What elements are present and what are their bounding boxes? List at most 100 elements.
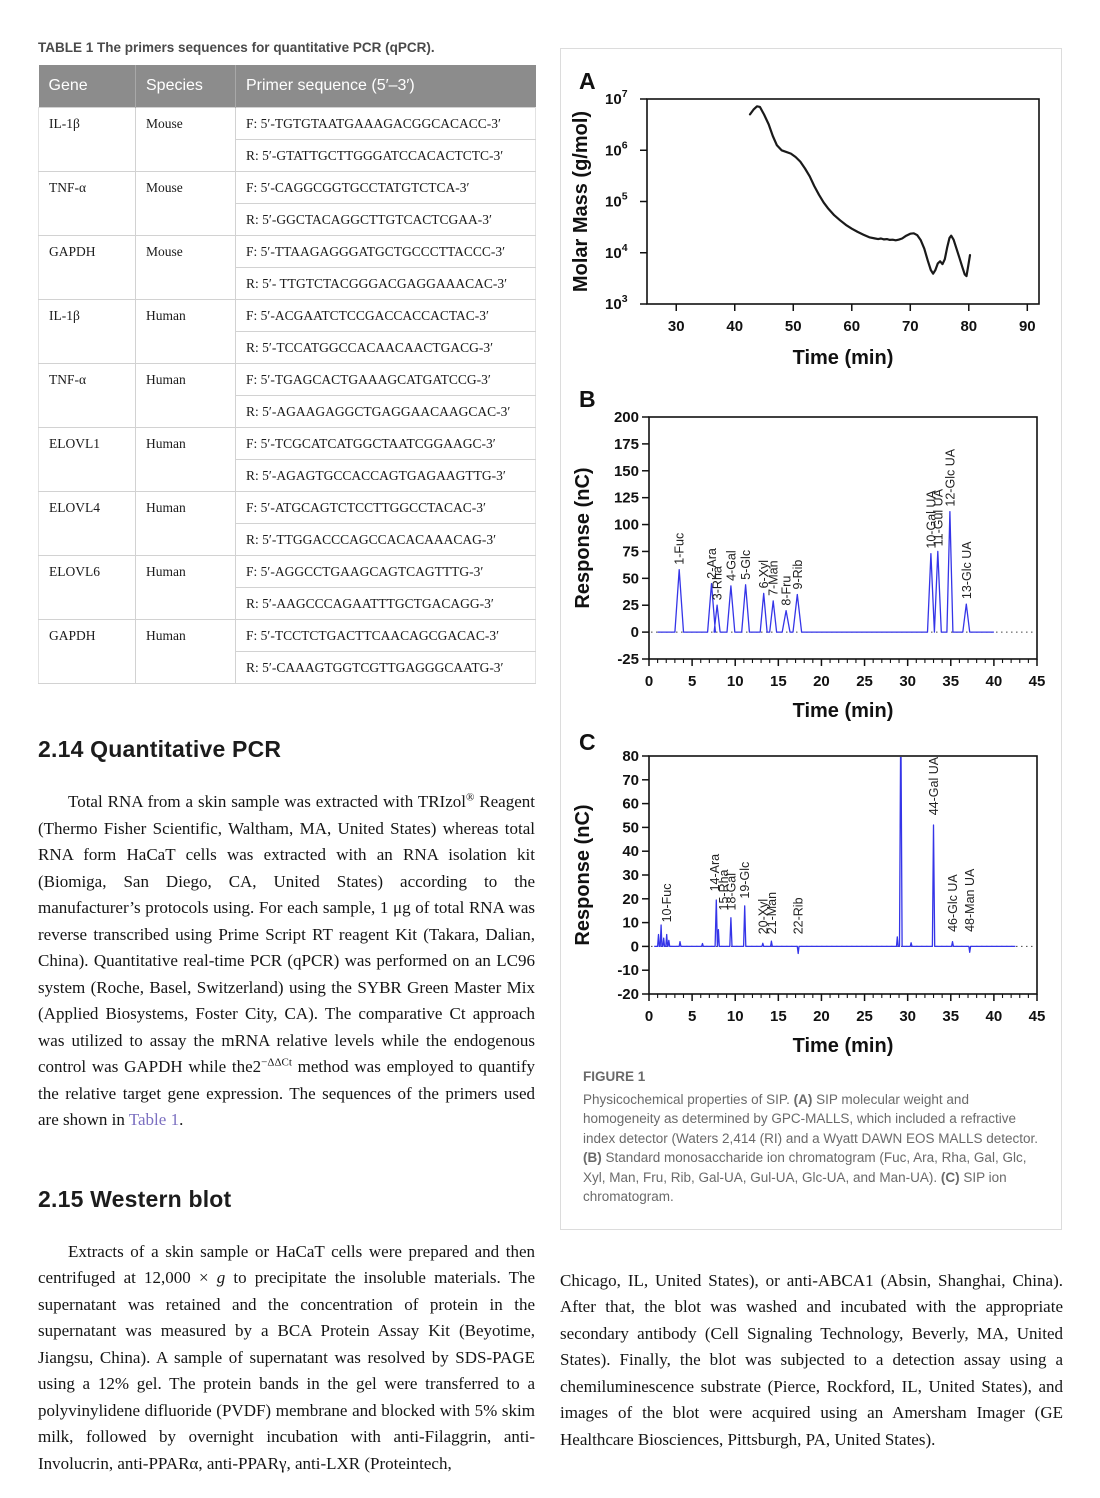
text-run: SIP ion chromatogram. xyxy=(583,1169,1007,1205)
text-run: method was employed to quantify the rela… xyxy=(38,1057,535,1129)
primer-forward: F: 5′-TCCTCTGACTTCAACAGCGACAC-3′ xyxy=(235,619,536,652)
svg-text:150: 150 xyxy=(614,463,639,480)
svg-text:10: 10 xyxy=(727,673,744,690)
svg-text:25: 25 xyxy=(622,597,639,614)
svg-text:20: 20 xyxy=(813,673,830,690)
svg-text:8-Fru: 8-Fru xyxy=(780,576,794,606)
svg-text:5: 5 xyxy=(688,673,696,690)
svg-text:30: 30 xyxy=(899,1008,916,1025)
svg-text:40: 40 xyxy=(986,1008,1003,1025)
species-cell: Human xyxy=(135,555,236,620)
svg-text:12-Glc UA: 12-Glc UA xyxy=(943,448,957,506)
table-row: ELOVL6 Human F: 5′-AGGCCTGAAGCAGTCAGTTTG-3… xyxy=(38,555,536,620)
gene-cell: GAPDH xyxy=(38,619,136,684)
svg-text:50: 50 xyxy=(622,819,639,836)
table-1-link[interactable]: Table 1 xyxy=(128,1110,180,1129)
table-row: IL-1β Mouse F: 5′-TGTGTAATGAAAGACGGCACACC-… xyxy=(38,107,536,172)
svg-text:0: 0 xyxy=(645,673,653,690)
svg-text:10-Fuc: 10-Fuc xyxy=(660,883,674,922)
svg-text:6-Xyl: 6-Xyl xyxy=(757,560,771,588)
right-column: 30 40 50 60 70 80 90 Time (min) Molar Mass (g/mo… xyxy=(560,48,1063,1453)
chart-c-sip-ion-chromatogram: 0 5 10 15 20 25 30 35 40 45 Time (min) Response (nC… xyxy=(572,729,1045,1057)
primer-forward: F: 5′-TCGCATCATGGCTAATCGGAAGC-3′ xyxy=(235,427,536,460)
table-row: GAPDH Human F: 5′-TCCTCTGACTTCAACAGCGACAC-… xyxy=(38,619,536,684)
species-cell: Mouse xyxy=(135,107,236,172)
gene-cell: ELOVL1 xyxy=(38,427,136,492)
svg-text:20: 20 xyxy=(622,891,639,908)
primer-reverse: R: 5′-CAAAGTGGTCGTTGAGGGCAATG-3′ xyxy=(235,651,536,684)
svg-text:-25: -25 xyxy=(617,651,639,668)
svg-text:21-Man: 21-Man xyxy=(765,892,779,934)
table-row: ELOVL4 Human F: 5′-ATGCAGTCTCCTTGGCCTACAC-… xyxy=(38,491,536,556)
figure-caption-text: Physicochemical properties of SIP. (A) S… xyxy=(583,1090,1039,1207)
svg-text:75: 75 xyxy=(622,543,639,560)
svg-text:2-Ara: 2-Ara xyxy=(705,548,719,579)
svg-text:Response (nC): Response (nC) xyxy=(572,804,594,945)
chart-b-standard-monosaccharide-chromatogram: 0 5 10 15 20 25 30 35 40 45 Time (min) Response (nC… xyxy=(572,386,1046,722)
svg-text:45: 45 xyxy=(1029,673,1046,690)
svg-text:0: 0 xyxy=(631,624,639,641)
svg-text:103: 103 xyxy=(605,293,628,313)
text-run: Total RNA from a skin sample was extract… xyxy=(68,792,466,811)
text-run: Chicago, IL, United States), or anti-ABC… xyxy=(560,1270,1063,1449)
svg-text:200: 200 xyxy=(614,409,639,426)
section-heading-2-15: 2.15 Western blot xyxy=(38,1185,232,1212)
svg-text:106: 106 xyxy=(605,139,628,159)
registered-superscript: ® xyxy=(466,791,475,804)
species-cell: Mouse xyxy=(135,235,236,300)
svg-text:25: 25 xyxy=(856,1008,873,1025)
paragraph-2-15-right: Chicago, IL, United States), or anti-ABC… xyxy=(560,1268,1063,1454)
table-row: ELOVL1 Human F: 5′-TCGCATCATGGCTAATCGGAAGC… xyxy=(38,427,536,492)
svg-text:15: 15 xyxy=(770,1008,787,1025)
panel-c-ref: (C) xyxy=(940,1169,960,1185)
table-row: R: 5′-AAGCCCAGAATTTGCTGACAGG-3′ xyxy=(39,587,536,620)
svg-text:105: 105 xyxy=(605,191,628,211)
paragraph-2-14: Total RNA from a skin sample was extract… xyxy=(38,789,535,1134)
gene-cell: TNF-α xyxy=(38,363,136,428)
svg-text:80: 80 xyxy=(622,748,639,765)
table-row: GAPDH Mouse F: 5′-TTAAGAGGGATGCTGCCCTTACCC… xyxy=(38,235,536,300)
svg-text:14-Ara: 14-Ara xyxy=(708,854,722,892)
svg-text:11-Gul UA: 11-Gul UA xyxy=(931,488,945,546)
primer-reverse: R: 5′-AGAGTGCCACCAGTGAGAAGTTG-3′ xyxy=(235,459,536,492)
gene-cell: ELOVL4 xyxy=(38,491,136,556)
col-header-gene: Gene xyxy=(38,65,136,108)
table-row: R: 5′-TCCATGGCCACAACAACTGACG-3′ xyxy=(39,331,536,364)
svg-text:3-Rha: 3-Rha xyxy=(711,566,725,600)
svg-text:15: 15 xyxy=(770,673,787,690)
svg-text:10: 10 xyxy=(622,915,639,932)
svg-text:10-Gal UA: 10-Gal UA xyxy=(924,490,938,549)
primer-table: Gene Species Primer sequence (5′–3′) IL-… xyxy=(38,65,536,684)
table-title: TABLE 1 The primers sequences for quanti… xyxy=(38,40,435,55)
text-run: SIP molecular weight and homogeneity as … xyxy=(583,1091,1039,1146)
svg-text:80: 80 xyxy=(960,318,977,335)
table-row: R: 5′-GGCTACAGGCTTGTCACTCGAA-3′ xyxy=(39,203,536,236)
figure-1-box: 30 40 50 60 70 80 90 Time (min) Molar Mass (g/mo… xyxy=(560,48,1062,1230)
primer-reverse: R: 5′- TTGTCTACGGGACGAGGAAACAC-3′ xyxy=(235,267,536,300)
panel-a-ref: (A) xyxy=(793,1091,813,1107)
svg-text:40: 40 xyxy=(622,843,639,860)
text-run: Reagent (Thermo Fisher Scientific, Walth… xyxy=(38,792,535,1076)
table-header-row: Gene Species Primer sequence (5′–3′) xyxy=(38,65,536,108)
primer-reverse: R: 5′-TTGGACCCAGCCACACAAACAG-3′ xyxy=(235,523,536,556)
svg-text:60: 60 xyxy=(622,796,639,813)
svg-text:B: B xyxy=(579,386,596,412)
svg-text:30: 30 xyxy=(668,318,685,335)
primer-forward: F: 5′-AGGCCTGAAGCAGTCAGTTTG-3′ xyxy=(235,555,536,588)
table-row: R: 5′-TTGGACCCAGCCACACAAACAG-3′ xyxy=(39,523,536,556)
svg-text:Time (min): Time (min) xyxy=(793,700,894,722)
chart-a-gpc-malls: 30 40 50 60 70 80 90 Time (min) Molar Mass (g/mo… xyxy=(570,68,1040,369)
figure-caption: FIGURE 1 Physicochemical properties of S… xyxy=(561,1059,1061,1229)
svg-text:60: 60 xyxy=(843,318,860,335)
species-cell: Human xyxy=(135,427,236,492)
svg-text:Time (min): Time (min) xyxy=(793,347,894,369)
svg-text:35: 35 xyxy=(942,1008,959,1025)
text-run: Extracts of a skin sample or HaCaT cells… xyxy=(38,1241,535,1288)
svg-text:40: 40 xyxy=(726,318,743,335)
species-cell: Human xyxy=(135,491,236,556)
svg-text:18-Gal: 18-Gal xyxy=(724,873,738,911)
text-run: . xyxy=(179,1110,184,1129)
svg-text:-20: -20 xyxy=(617,986,639,1003)
primer-reverse: R: 5′-AGAAGAGGCTGAGGAACAAGCAC-3′ xyxy=(235,395,536,428)
svg-text:20: 20 xyxy=(813,1008,830,1025)
